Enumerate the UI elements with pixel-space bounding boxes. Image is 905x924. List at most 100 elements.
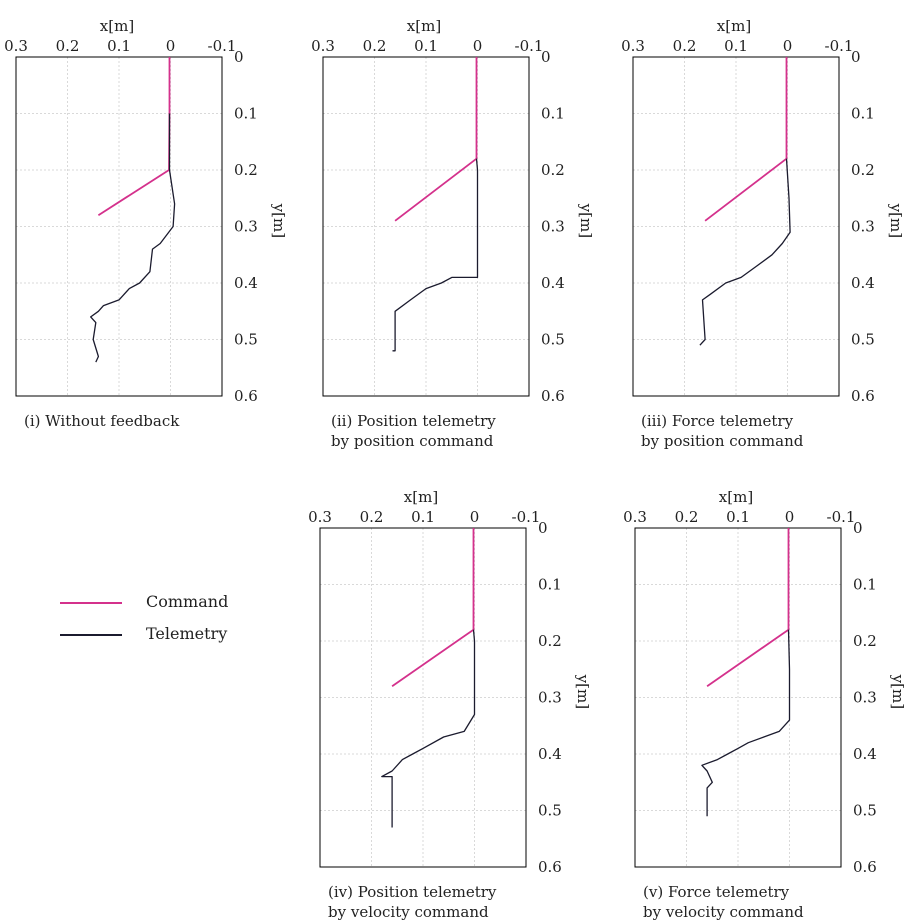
- panel-caption: (v) Force telemetry: [643, 883, 790, 901]
- telemetry-line: [392, 158, 479, 352]
- chart-panel-3: 0.3 0.2 0.1 0 -0.1x[m]00.10.20.30.40.50.6y[m…: [621, 17, 905, 450]
- chart-panel-4: 0.3 0.2 0.1 0 -0.1x[m]00.10.20.30.40.50.6y[m…: [308, 488, 592, 921]
- x-tick-label: 0.3: [4, 37, 28, 55]
- y-axis-label: y[m]: [577, 203, 595, 238]
- y-tick-label: 0.4: [234, 274, 258, 292]
- command-line: [394, 57, 478, 222]
- y-tick-label: 0.6: [538, 858, 562, 876]
- plot-frame: [15, 56, 223, 397]
- y-tick-label: 0.5: [853, 802, 877, 820]
- panel-caption: by position command: [641, 432, 804, 450]
- x-tick-label: 0: [783, 37, 793, 55]
- x-tick-label: 0: [785, 508, 795, 526]
- y-axis-label: y[m]: [270, 203, 288, 238]
- x-axis-label: x[m]: [404, 488, 438, 506]
- x-axis-label: x[m]: [407, 17, 441, 35]
- telemetry-line: [90, 113, 176, 363]
- x-tick-label: 0.3: [621, 37, 645, 55]
- x-tick-label: 0.2: [363, 37, 387, 55]
- x-tick-label: 0.3: [623, 508, 647, 526]
- y-tick-label: 0: [234, 48, 244, 66]
- command-line: [391, 528, 475, 687]
- plot-frame: [632, 56, 840, 397]
- y-tick-label: 0.4: [851, 274, 875, 292]
- plot-frame: [634, 527, 842, 868]
- y-tick-label: 0.6: [234, 387, 258, 405]
- panel-caption: (ii) Position telemetry: [331, 412, 496, 430]
- y-tick-label: 0.2: [851, 161, 875, 179]
- y-tick-label: 0.2: [538, 632, 562, 650]
- x-tick-label: 0.2: [56, 37, 80, 55]
- x-tick-label: 0.2: [360, 508, 384, 526]
- legend-label-telemetry: Telemetry: [146, 624, 228, 643]
- panel-caption: (iv) Position telemetry: [328, 883, 497, 901]
- command-line: [706, 528, 790, 687]
- plot-frame: [319, 527, 527, 868]
- x-tick-label: -0.1: [827, 508, 856, 526]
- y-tick-label: 0.1: [538, 576, 562, 594]
- y-tick-label: 0.6: [541, 387, 565, 405]
- x-tick-label: 0.1: [107, 37, 131, 55]
- panel-caption: (i) Without feedback: [24, 412, 180, 430]
- y-tick-label: 0.3: [541, 218, 565, 236]
- legend-swatch-telemetry: [60, 634, 122, 636]
- x-tick-label: -0.1: [512, 508, 541, 526]
- y-tick-label: 0.3: [234, 218, 258, 236]
- x-tick-label: 0.2: [673, 37, 697, 55]
- y-tick-label: 0.2: [234, 161, 258, 179]
- panel-caption: by position command: [331, 432, 494, 450]
- y-axis-label: y[m]: [887, 203, 905, 238]
- y-tick-label: 0.3: [853, 689, 877, 707]
- plot-frame: [322, 56, 530, 397]
- legend-label-command: Command: [146, 592, 229, 611]
- x-tick-label: 0: [470, 508, 480, 526]
- y-tick-label: 0.4: [538, 745, 562, 763]
- y-tick-label: 0.5: [851, 331, 875, 349]
- y-tick-label: 0.6: [853, 858, 877, 876]
- chart-panel-5: 0.3 0.2 0.1 0 -0.1x[m]00.10.20.30.40.50.6y[m…: [623, 488, 905, 921]
- x-tick-label: 0.3: [311, 37, 335, 55]
- x-tick-label: 0.1: [724, 37, 748, 55]
- x-tick-label: 0.3: [308, 508, 332, 526]
- y-tick-label: 0.4: [541, 274, 565, 292]
- x-tick-label: 0.1: [726, 508, 750, 526]
- y-tick-label: 0.1: [853, 576, 877, 594]
- y-tick-label: 0: [538, 519, 548, 537]
- y-tick-label: 0.3: [851, 218, 875, 236]
- x-tick-label: 0: [166, 37, 176, 55]
- telemetry-line: [701, 629, 791, 817]
- command-line: [704, 57, 788, 222]
- y-tick-label: 0.5: [538, 802, 562, 820]
- legend-swatch-command: [60, 602, 122, 604]
- legend-item-command: Command: [60, 592, 280, 614]
- y-axis-label: y[m]: [574, 674, 592, 709]
- x-tick-label: 0.2: [675, 508, 699, 526]
- x-tick-label: 0: [473, 37, 483, 55]
- chart-panel-1: 0.3 0.2 0.1 0 -0.1x[m]00.10.20.30.40.50.6y[m…: [4, 17, 288, 430]
- x-axis-label: x[m]: [719, 488, 753, 506]
- x-tick-label: -0.1: [825, 37, 854, 55]
- x-tick-label: -0.1: [515, 37, 544, 55]
- y-tick-label: 0.1: [541, 105, 565, 123]
- telemetry-line: [381, 629, 476, 828]
- y-tick-label: 0.5: [234, 331, 258, 349]
- y-tick-label: 0.2: [853, 632, 877, 650]
- legend: Command Telemetry: [60, 588, 280, 658]
- y-tick-label: 0.6: [851, 387, 875, 405]
- chart-panel-2: 0.3 0.2 0.1 0 -0.1x[m]00.10.20.30.40.50.6y[m…: [311, 17, 595, 450]
- y-tick-label: 0.4: [853, 745, 877, 763]
- y-axis-label: y[m]: [889, 674, 905, 709]
- x-tick-label: 0.1: [411, 508, 435, 526]
- y-tick-label: 0.5: [541, 331, 565, 349]
- x-axis-label: x[m]: [717, 17, 751, 35]
- x-tick-label: 0.1: [414, 37, 438, 55]
- y-tick-label: 0.1: [851, 105, 875, 123]
- x-axis-label: x[m]: [100, 17, 134, 35]
- y-tick-label: 0: [851, 48, 861, 66]
- panel-caption: (iii) Force telemetry: [641, 412, 794, 430]
- y-tick-label: 0: [541, 48, 551, 66]
- y-tick-label: 0.3: [538, 689, 562, 707]
- x-tick-label: -0.1: [208, 37, 237, 55]
- panel-caption: by velocity command: [643, 903, 804, 921]
